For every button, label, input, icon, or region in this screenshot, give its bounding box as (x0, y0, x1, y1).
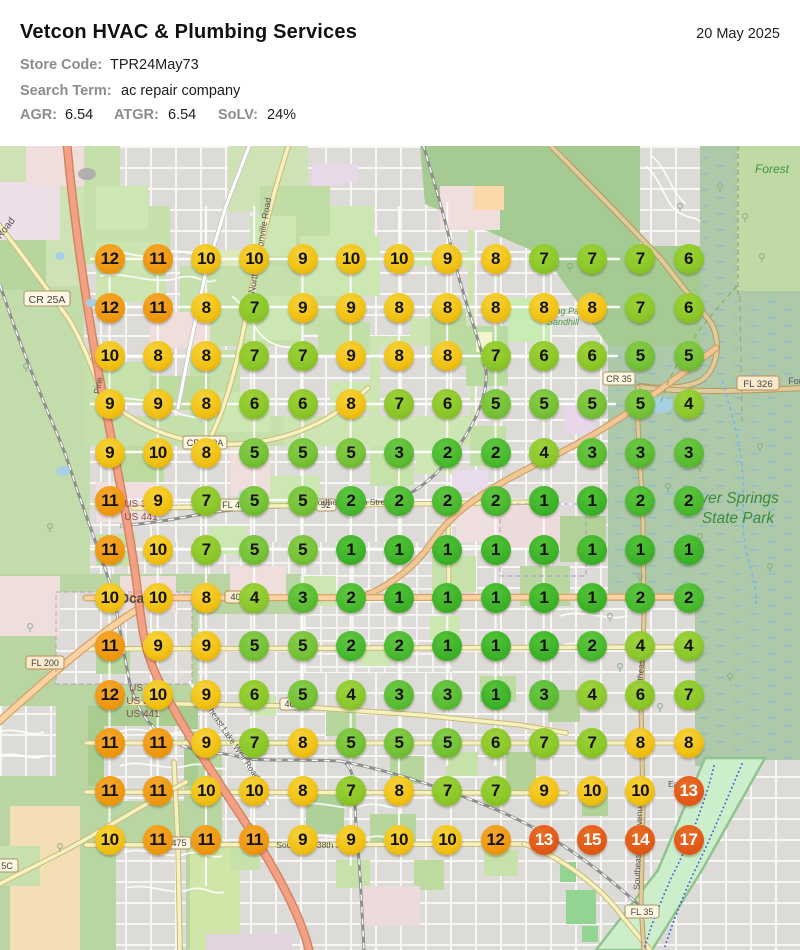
svg-text:475: 475 (171, 838, 186, 848)
svg-text:Forest: Forest (755, 162, 790, 176)
svg-text:US 441: US 441 (126, 709, 160, 720)
svg-text:FL 326: FL 326 (743, 379, 772, 390)
svg-text:Sandhill: Sandhill (547, 317, 580, 327)
svg-text:CR 35: CR 35 (606, 374, 632, 384)
svg-text:FL 492: FL 492 (222, 500, 250, 510)
svg-text:Spring Park: Spring Park (539, 306, 587, 316)
svg-text:40: 40 (230, 592, 240, 602)
svg-text:Pine: Pine (91, 376, 104, 395)
svg-text:State Park: State Park (702, 510, 776, 527)
svg-text:5C: 5C (1, 861, 13, 871)
svg-text:92: 92 (321, 500, 331, 510)
svg-text:CR 25A: CR 25A (29, 294, 66, 306)
svg-text:US 301: US 301 (126, 696, 160, 707)
svg-text:FL 200: FL 200 (31, 658, 59, 668)
svg-text:US 301: US 301 (124, 499, 158, 510)
svg-text:Silver Springs: Silver Springs (683, 490, 779, 507)
svg-text:US 441: US 441 (124, 512, 158, 523)
svg-text:FL 35: FL 35 (631, 907, 654, 917)
svg-text:For: For (788, 376, 800, 386)
